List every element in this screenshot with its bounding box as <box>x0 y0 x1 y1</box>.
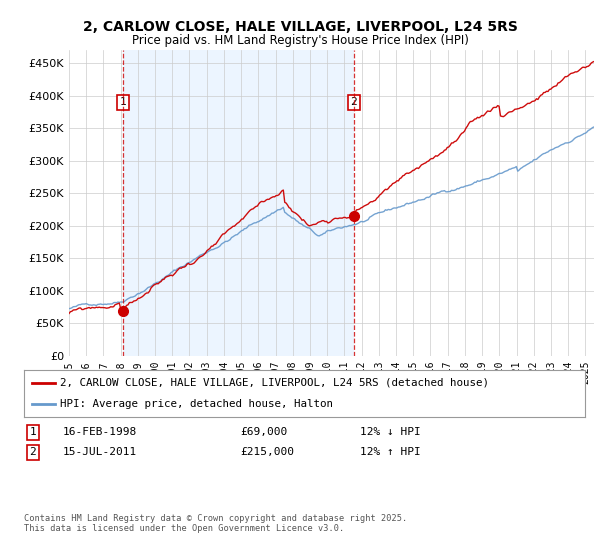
Text: 2, CARLOW CLOSE, HALE VILLAGE, LIVERPOOL, L24 5RS (detached house): 2, CARLOW CLOSE, HALE VILLAGE, LIVERPOOL… <box>61 378 490 388</box>
Text: HPI: Average price, detached house, Halton: HPI: Average price, detached house, Halt… <box>61 399 334 409</box>
Text: 2, CARLOW CLOSE, HALE VILLAGE, LIVERPOOL, L24 5RS: 2, CARLOW CLOSE, HALE VILLAGE, LIVERPOOL… <box>83 20 517 34</box>
Text: Price paid vs. HM Land Registry's House Price Index (HPI): Price paid vs. HM Land Registry's House … <box>131 34 469 47</box>
Text: 16-FEB-1998: 16-FEB-1998 <box>63 427 137 437</box>
Text: 2: 2 <box>350 97 357 108</box>
Text: 12% ↑ HPI: 12% ↑ HPI <box>360 447 421 458</box>
Text: £215,000: £215,000 <box>240 447 294 458</box>
Bar <box>123 50 354 356</box>
Text: £69,000: £69,000 <box>240 427 287 437</box>
Text: 1: 1 <box>119 97 126 108</box>
Text: 12% ↓ HPI: 12% ↓ HPI <box>360 427 421 437</box>
Text: 15-JUL-2011: 15-JUL-2011 <box>63 447 137 458</box>
Text: 2: 2 <box>29 447 37 458</box>
Text: 1: 1 <box>29 427 37 437</box>
Text: Contains HM Land Registry data © Crown copyright and database right 2025.
This d: Contains HM Land Registry data © Crown c… <box>24 514 407 533</box>
